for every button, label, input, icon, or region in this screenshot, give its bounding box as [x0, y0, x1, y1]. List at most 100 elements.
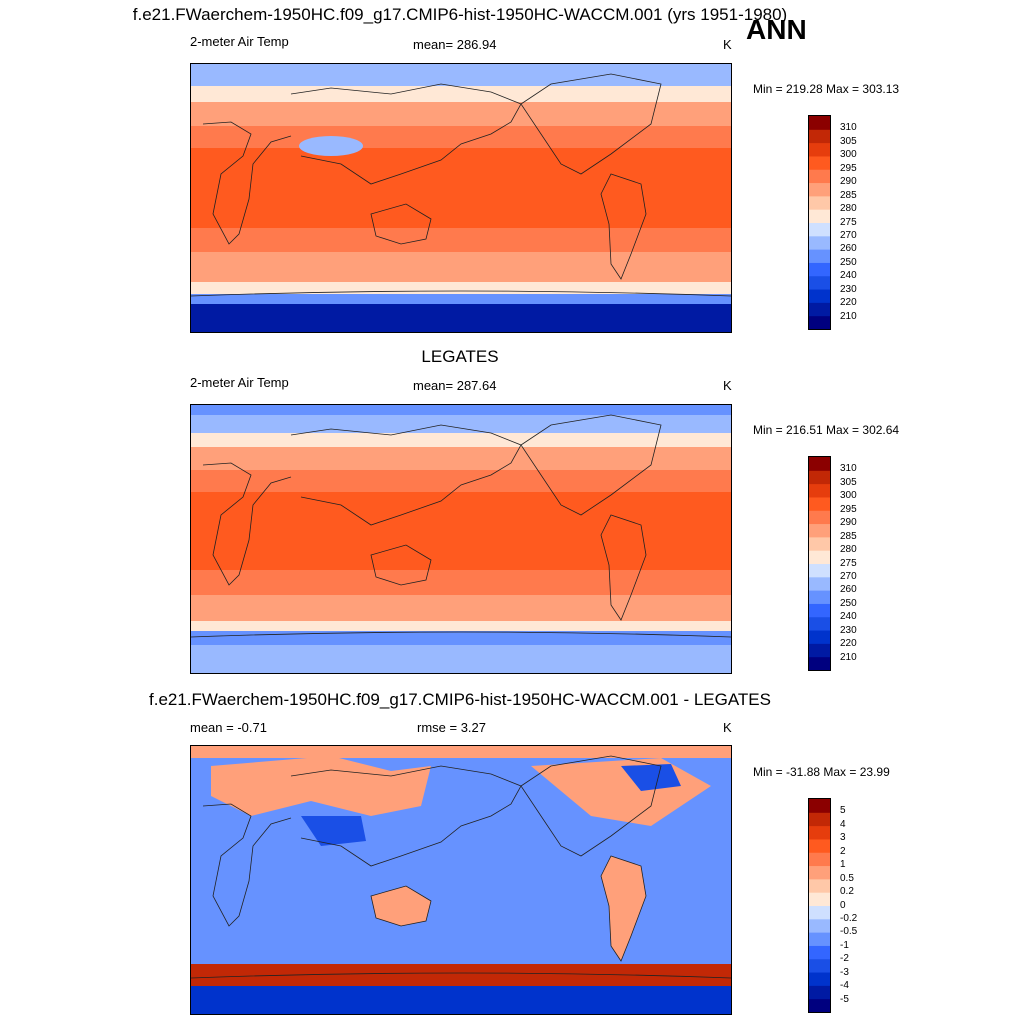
colorbar-tick-label: 310	[840, 463, 857, 475]
band-antarctic	[191, 645, 731, 673]
colorbar-swatch	[809, 262, 830, 277]
colorbar-swatch	[809, 142, 830, 157]
colorbar-swatch	[809, 563, 830, 578]
panel-3-mean-label: mean = -0.71	[190, 720, 267, 735]
colorbar-tick-label: 4	[840, 818, 846, 830]
band-polar-n	[191, 405, 731, 415]
season-label: ANN	[746, 14, 807, 45]
band-arctic	[191, 64, 731, 86]
band-highmid-s	[191, 621, 731, 631]
colorbar-tick-label: 290	[840, 517, 857, 529]
band-tropics	[191, 492, 731, 570]
colorbar-tick-label: 270	[840, 229, 857, 241]
colorbar-tick-label: 1	[840, 859, 846, 871]
colorbar-swatch	[809, 932, 830, 946]
diff-arctic-warm	[191, 746, 731, 758]
panel-2-variable-label: 2-meter Air Temp	[190, 375, 289, 390]
panel-3-minmax: Min = -31.88 Max = 23.99	[753, 765, 890, 779]
colorbar-tick-label: 3	[840, 832, 846, 844]
colorbar-swatch	[809, 878, 830, 893]
colorbar-swatch	[809, 799, 830, 813]
colorbar-swatch	[809, 656, 830, 670]
colorbar-swatch	[809, 496, 830, 511]
colorbar-swatch	[809, 470, 830, 485]
colorbar-swatch	[809, 536, 830, 551]
panel-2-map-svg	[191, 405, 731, 673]
colorbar-tick-label: 300	[840, 490, 857, 502]
colorbar-swatch	[809, 576, 830, 591]
panel-1-colorbar	[808, 115, 831, 330]
colorbar-tick-label: 280	[840, 203, 857, 215]
coastlines	[191, 755, 731, 979]
band-tropics	[191, 148, 731, 228]
colorbar-swatch	[809, 483, 830, 498]
colorbar-tick-label: 295	[840, 162, 857, 174]
colorbar-tick-label: 240	[840, 611, 857, 623]
colorbar-swatch	[809, 865, 830, 880]
panel-1-variable-label: 2-meter Air Temp	[190, 34, 289, 49]
colorbar-tick-label: 280	[840, 544, 857, 556]
colorbar-swatch	[809, 550, 830, 564]
colorbar-tick-label: 285	[840, 189, 857, 201]
colorbar-tick-label: 240	[840, 270, 857, 282]
panel-2-minmax: Min = 216.51 Max = 302.64	[753, 423, 900, 437]
colorbar-tick-label: 230	[840, 283, 857, 295]
colorbar-swatch	[809, 289, 830, 303]
colorbar-swatch	[809, 523, 830, 538]
coastlines	[191, 414, 731, 638]
panel-2-mean-label: mean= 287.64	[413, 378, 497, 393]
panel-1-minmax: Min = 219.28 Max = 303.13	[753, 82, 900, 96]
colorbar-swatch	[809, 972, 830, 986]
colorbar-tick-label: -2	[840, 953, 849, 965]
band-subtropics-n	[191, 470, 731, 492]
colorbar-tick-label: -5	[840, 993, 849, 1005]
diff-eurasia-warm	[211, 756, 431, 816]
panel-2-colorbar	[808, 456, 831, 671]
panel-3-colorbar	[808, 798, 831, 1013]
colorbar-swatch	[809, 812, 830, 827]
colorbar-swatch	[809, 838, 830, 853]
colorbar-swatch	[809, 209, 830, 223]
panel-1-colorbar-svg	[809, 116, 830, 329]
colorbar-swatch	[809, 590, 830, 604]
panel-1-mean-label: mean= 286.94	[413, 37, 497, 52]
colorbar-tick-label: 0	[840, 899, 846, 911]
colorbar-tick-label: 0.2	[840, 886, 854, 898]
colorbar-tick-label: 210	[840, 651, 857, 663]
colorbar-swatch	[809, 958, 830, 973]
colorbar-tick-label: 305	[840, 476, 857, 488]
colorbar-swatch	[809, 222, 830, 237]
colorbar-swatch	[809, 169, 830, 184]
colorbar-swatch	[809, 155, 830, 170]
colorbar-swatch	[809, 603, 830, 618]
colorbar-swatch	[809, 510, 830, 525]
colorbar-tick-label: 300	[840, 149, 857, 161]
colorbar-tick-label: 220	[840, 638, 857, 650]
band-polar-s	[191, 631, 731, 645]
panel-1-units-label: K	[723, 37, 732, 52]
panel-3-units-label: K	[723, 720, 732, 735]
diff-canada-cold	[621, 764, 681, 791]
colorbar-tick-label: 275	[840, 557, 857, 569]
colorbar-tick-label: 210	[840, 310, 857, 322]
colorbar-tick-label: 275	[840, 216, 857, 228]
colorbar-tick-label: -4	[840, 980, 849, 992]
colorbar-tick-label: 285	[840, 530, 857, 542]
colorbar-tick-label: 230	[840, 624, 857, 636]
band-highmid-s	[191, 282, 731, 294]
diff-southern-ocean-band	[191, 964, 731, 986]
diff-tibet-cold	[301, 816, 366, 846]
colorbar-swatch	[809, 918, 830, 933]
panel-2-map	[190, 404, 732, 674]
colorbar-swatch	[809, 275, 830, 290]
colorbar-tick-label: 270	[840, 570, 857, 582]
colorbar-tick-label: 295	[840, 503, 857, 515]
panel-3-map-svg	[191, 746, 731, 1014]
panel-3-title: f.e21.FWaerchem-1950HC.f09_g17.CMIP6-his…	[149, 690, 771, 709]
colorbar-swatch	[809, 825, 830, 840]
colorbar-tick-label: 310	[840, 122, 857, 134]
colorbar-tick-label: -3	[840, 966, 849, 978]
band-midlat-s	[191, 595, 731, 621]
colorbar-tick-label: 260	[840, 243, 857, 255]
colorbar-swatch	[809, 643, 830, 658]
